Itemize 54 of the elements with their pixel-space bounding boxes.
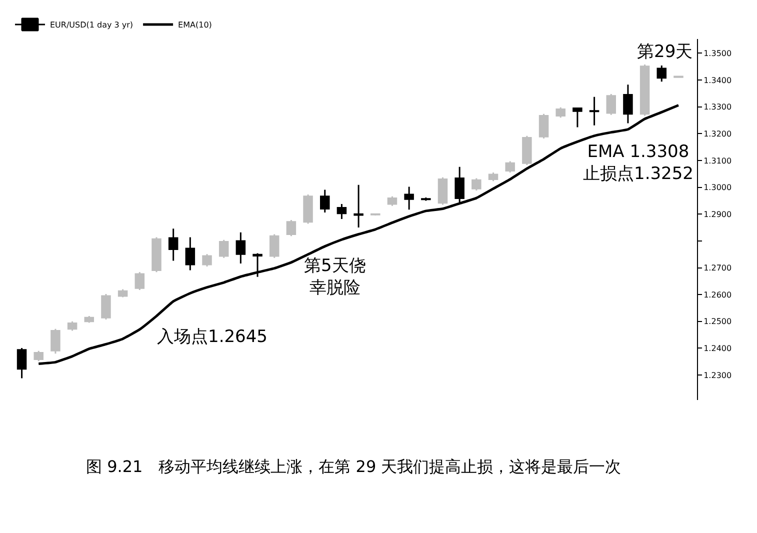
candlestick (185, 236, 196, 271)
candlestick (50, 328, 60, 354)
candlestick (623, 84, 633, 124)
candlestick (538, 113, 549, 140)
y-tick-label: 1.3400 (704, 76, 732, 85)
legend-label: EMA(10) (178, 20, 212, 30)
candlestick (269, 234, 280, 259)
candlestick (556, 106, 566, 118)
y-tick-label: 1.2600 (704, 290, 732, 300)
annotation: 第29天 (637, 42, 693, 62)
candlestick (387, 196, 398, 207)
caption: 图 9.21 移动平均线继续上涨，在第 29 天我们提高止损，这将是最后一次 (86, 457, 622, 476)
candlestick (252, 252, 262, 278)
candlestick (134, 271, 145, 291)
candlestick (656, 64, 667, 82)
candlestick (572, 106, 582, 128)
candlestick (454, 166, 464, 204)
candlestick (152, 236, 162, 273)
y-tick-label: 1.2700 (704, 264, 732, 273)
candlestick (336, 203, 347, 220)
candlestick (16, 347, 27, 380)
candlestick (320, 188, 330, 214)
y-tick-label: 1.2400 (704, 344, 732, 354)
y-tick-label: 1.3200 (704, 129, 732, 138)
candlestick (67, 320, 78, 332)
candlestick (202, 253, 212, 268)
candlestick (472, 177, 482, 192)
y-tick-label: 1.2300 (704, 370, 732, 380)
y-tick-label: 1.2900 (704, 210, 732, 219)
y-tick-label: 1.3300 (704, 102, 732, 112)
candlestick (606, 93, 616, 116)
y-tick-label: 1.3100 (704, 156, 732, 166)
annotation: 入场点1.2645 (157, 327, 268, 347)
y-tick-label: 1.3500 (704, 49, 732, 58)
candlestick (354, 184, 364, 228)
y-tick-label: 1.3000 (704, 183, 732, 192)
candlestick (589, 96, 600, 126)
candlestick (236, 232, 246, 264)
candlestick (522, 135, 532, 166)
candlestick (286, 219, 296, 237)
candlestick (34, 350, 44, 362)
candlestick (303, 194, 313, 225)
candlestick (168, 228, 178, 262)
candlestick (438, 176, 448, 206)
candlestick (640, 64, 650, 116)
annotation: 第5天侥幸脱险 (304, 256, 366, 298)
candlestick (404, 186, 414, 210)
candlestick (218, 239, 229, 259)
candlestick (488, 172, 498, 182)
legend-label: EUR/USD(1 day 3 yr) (50, 20, 134, 30)
candlestick (505, 160, 515, 174)
candlestick (101, 293, 111, 320)
annotation: EMA 1.3308 止损点1.3252 (583, 142, 694, 184)
y-tick-label: 1.2500 (704, 317, 732, 326)
